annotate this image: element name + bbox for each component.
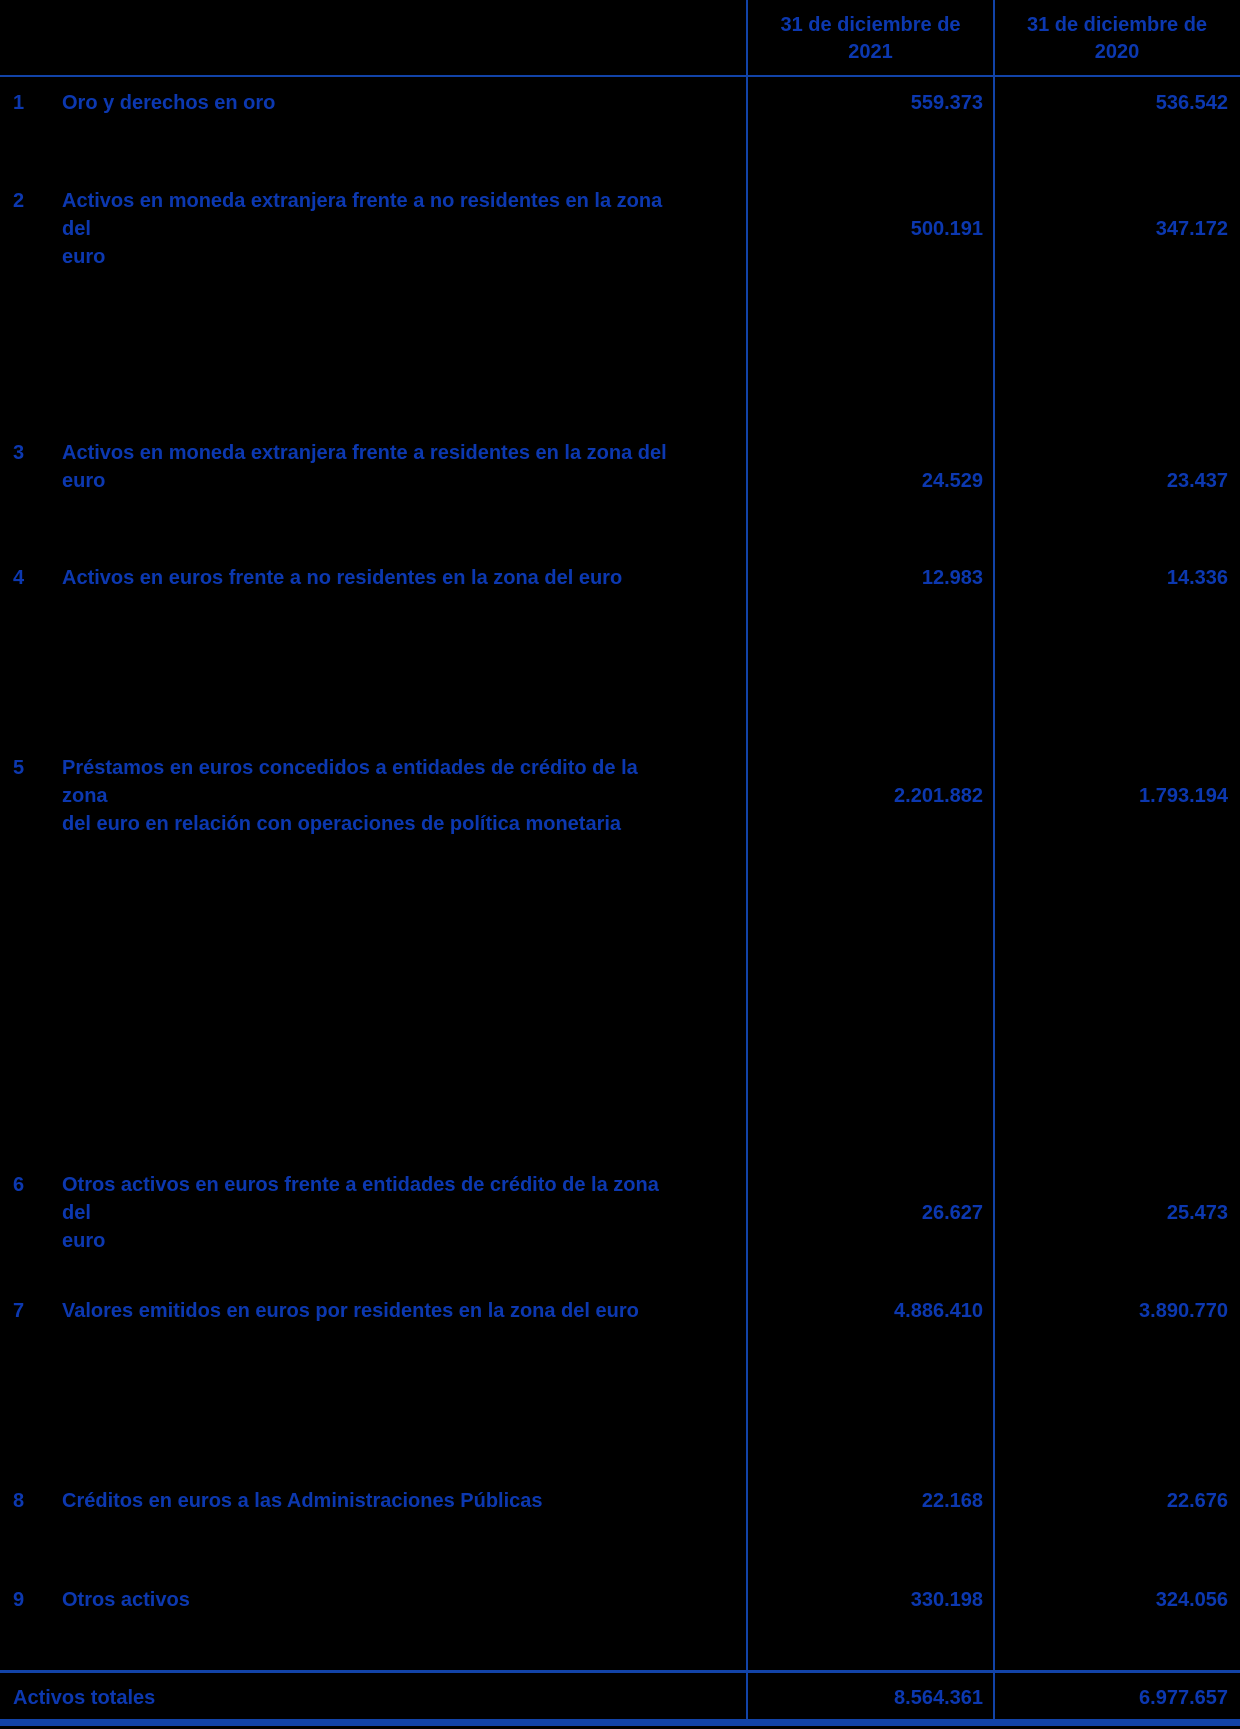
row-value-2020: 25.473	[1166, 1202, 1228, 1224]
row-value-2020: 22.676	[1166, 1490, 1228, 1512]
row-number: 7	[13, 1300, 25, 1322]
row-value-2021: 4.886.410	[894, 1300, 983, 1322]
row-label: Activos en moneda extranjera frente a no…	[62, 190, 663, 268]
row-value-2020: 324.056	[1155, 1589, 1228, 1611]
row-value-2021: 24.529	[921, 470, 983, 492]
row-value-2020: 1.793.194	[1139, 785, 1228, 807]
row-label: Otros activos	[62, 1589, 190, 1611]
column-divider-line-2	[993, 0, 995, 1719]
row-value-2020: 14.336	[1166, 567, 1228, 589]
bottom-border-line	[0, 1719, 1240, 1726]
totals-value-2021: 8.564.361	[894, 1687, 983, 1709]
row-number: 6	[13, 1174, 25, 1196]
row-value-2021: 12.983	[921, 567, 983, 589]
row-number: 8	[13, 1490, 25, 1512]
row-value-2021: 559.373	[910, 92, 983, 114]
row-label: Activos en moneda extranjera frente a re…	[62, 442, 667, 492]
row-value-2020: 347.172	[1155, 218, 1228, 240]
row-value-2020: 536.542	[1155, 92, 1228, 114]
row-number: 9	[13, 1589, 25, 1611]
row-value-2021: 26.627	[921, 1202, 983, 1224]
row-value-2020: 23.437	[1166, 470, 1228, 492]
totals-divider-line	[0, 1670, 1240, 1673]
row-label: Oro y derechos en oro	[62, 92, 276, 114]
row-number: 4	[13, 567, 25, 589]
row-number: 5	[13, 757, 25, 779]
column-header-2020: 31 de diciembre de 2020	[1026, 14, 1208, 63]
row-value-2020: 3.890.770	[1139, 1300, 1228, 1322]
row-number: 3	[13, 442, 25, 464]
row-label: Créditos en euros a las Administraciones…	[62, 1490, 543, 1512]
column-header-2021: 31 de diciembre de 2021	[780, 14, 961, 63]
row-value-2021: 2.201.882	[894, 785, 983, 807]
row-number: 2	[13, 190, 25, 212]
row-label: Valores emitidos en euros por residentes…	[62, 1300, 639, 1322]
totals-value-2020: 6.977.657	[1139, 1687, 1228, 1709]
row-number: 1	[13, 92, 25, 114]
header-divider-line	[0, 75, 1240, 77]
totals-label: Activos totales	[13, 1687, 156, 1709]
row-value-2021: 500.191	[910, 218, 983, 240]
row-label: Otros activos en euros frente a entidade…	[62, 1174, 659, 1252]
column-divider-line-1	[746, 0, 748, 1719]
row-value-2021: 330.198	[910, 1589, 983, 1611]
row-label: Préstamos en euros concedidos a entidade…	[62, 757, 638, 835]
row-value-2021: 22.168	[921, 1490, 983, 1512]
row-label: Activos en euros frente a no residentes …	[62, 567, 623, 589]
